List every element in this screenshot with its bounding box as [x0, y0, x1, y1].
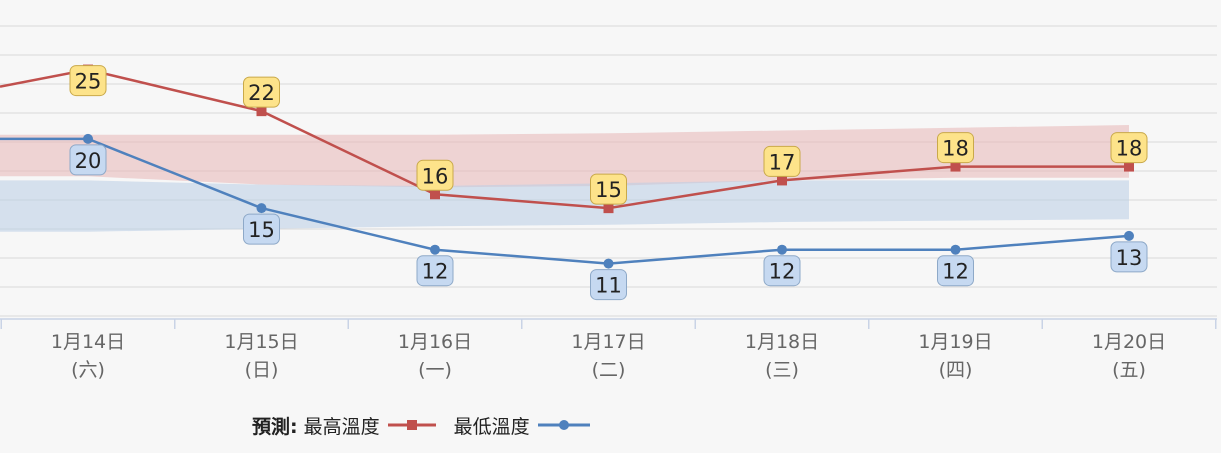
- max-point: [1124, 161, 1134, 172]
- min-data-label-box: [937, 255, 974, 287]
- x-tick-label: (二): [592, 359, 626, 381]
- min-point: [83, 133, 93, 144]
- max-data-label-box: [69, 65, 107, 97]
- min_range-band: [0, 180, 1129, 232]
- min-data-label-box: [69, 144, 107, 176]
- max-point: [950, 161, 961, 172]
- x-tick-label: 1月20日: [1092, 331, 1166, 353]
- x-tick-label: 1月17日: [571, 331, 645, 353]
- max-point: [430, 189, 440, 200]
- legend-label-min: 最低溫度: [453, 415, 530, 438]
- max_range-band: [0, 125, 1129, 188]
- min-point: [1124, 230, 1134, 241]
- legend: 預測: 最高溫度 最低溫度: [252, 410, 608, 440]
- max-data-label: 25: [75, 70, 102, 94]
- max-data-label-box: [416, 159, 454, 191]
- max-data-label-box: [243, 76, 280, 108]
- min-data-label: 13: [1116, 246, 1143, 270]
- min-data-label-box: [763, 255, 801, 287]
- min-point: [777, 244, 787, 255]
- min-data-label: 20: [75, 149, 102, 173]
- max-point: [777, 175, 787, 186]
- x-tick-label: 1月16日: [398, 331, 472, 353]
- max-point: [256, 106, 267, 117]
- x-tick-label: (一): [418, 359, 452, 381]
- min-data-label: 12: [942, 260, 969, 284]
- circle-marker-icon: [537, 417, 590, 433]
- x-tick-label: (六): [71, 359, 105, 381]
- min-point: [603, 258, 614, 269]
- min-data-label: 15: [248, 218, 275, 242]
- x-axis: 1月14日 (六) 1月15日 (日) 1月16日 (一) 1月17日 (二) 1月18日 (三)…: [0, 318, 1217, 381]
- range-bands: [0, 125, 1129, 232]
- max-data-label: 15: [595, 178, 622, 202]
- x-tick-label: (三): [765, 359, 799, 381]
- min-series-line: [0, 137, 1130, 265]
- max-data-label-box: [590, 173, 627, 205]
- min-data-label-box: [416, 255, 454, 287]
- legend-title: 預測:: [252, 415, 298, 438]
- max-point: [603, 203, 614, 214]
- x-tick-label: (四): [939, 359, 973, 381]
- max-data-label-box: [937, 132, 974, 164]
- x-tick-label: 1月15日: [224, 331, 298, 353]
- min-point: [430, 244, 440, 255]
- max-data-label: 22: [248, 81, 275, 105]
- max-data-label: 16: [422, 164, 449, 188]
- max-data-label: 18: [1116, 137, 1143, 161]
- max-data-label-box: [763, 145, 801, 177]
- min-point: [256, 203, 267, 214]
- x-tick-label: 1月14日: [51, 331, 125, 353]
- max-data-label-box: [1110, 132, 1148, 164]
- x-tick-label: (五): [1112, 359, 1146, 381]
- min-data-label: 12: [422, 260, 449, 284]
- min-data-label: 11: [595, 274, 622, 298]
- min-data-label-box: [1110, 241, 1148, 273]
- max-series-line: [0, 68, 1129, 210]
- legend-item-max[interactable]: 最高溫度: [304, 412, 436, 439]
- max-data-label: 17: [769, 150, 796, 174]
- min-data-label-box: [590, 269, 627, 301]
- data-labels: 25 22 16 15 17 18 18 20 15 12 11 12 12 13: [69, 65, 1148, 301]
- legend-label-max: 最高溫度: [303, 415, 380, 438]
- square-marker-icon: [387, 417, 436, 433]
- legend-item-min[interactable]: 最低溫度: [454, 412, 590, 439]
- min-data-label: 12: [769, 260, 796, 284]
- x-tick-label: (日): [245, 359, 279, 381]
- min-data-label-box: [243, 213, 280, 245]
- x-tick-label: 1月18日: [745, 331, 819, 353]
- x-tick-label: 1月19日: [918, 331, 992, 353]
- min-point: [950, 244, 961, 255]
- max-data-label: 18: [942, 137, 969, 161]
